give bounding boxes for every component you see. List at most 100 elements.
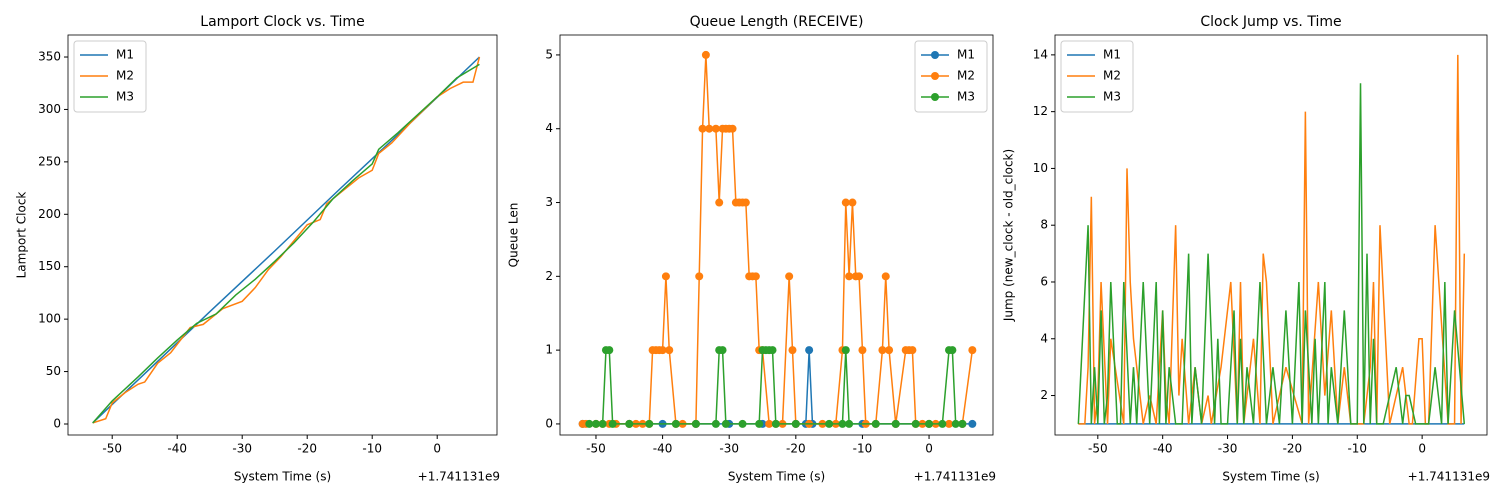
point	[768, 346, 777, 355]
x-tick-label: -40	[653, 442, 673, 456]
point	[661, 272, 670, 281]
x-tick-label: -10	[362, 442, 382, 456]
y-tick-label: 300	[38, 102, 61, 116]
point	[598, 419, 607, 428]
point	[841, 198, 850, 207]
x-tick-label: 0	[433, 442, 441, 456]
point	[738, 419, 747, 428]
y-tick-label: 14	[1033, 47, 1048, 61]
point	[658, 346, 667, 355]
x-axis-label: System Time (s)	[1222, 470, 1319, 484]
plot-area	[578, 50, 977, 428]
point	[741, 198, 750, 207]
legend-label: M3	[1103, 90, 1121, 104]
point	[948, 346, 957, 355]
legend-marker	[931, 93, 939, 101]
y-tick-label: 5	[545, 47, 553, 61]
y-axis-label: Lamport Clock	[15, 192, 29, 279]
series-line	[92, 63, 480, 424]
point	[848, 198, 857, 207]
point	[871, 419, 880, 428]
point	[721, 419, 730, 428]
x-offset-label: +1.741131e9	[1408, 470, 1490, 484]
point	[885, 346, 894, 355]
x-tick-label: 0	[925, 442, 933, 456]
legend: M1 M2 M3	[1060, 40, 1134, 113]
point	[715, 198, 724, 207]
x-tick-label: -40	[1153, 442, 1173, 456]
point	[878, 346, 887, 355]
point	[625, 419, 634, 428]
point	[718, 346, 727, 355]
subplot: Queue Length (RECEIVE) System Time (s) +1.…	[507, 14, 997, 484]
point	[968, 419, 977, 428]
y-tick-label: 150	[38, 259, 61, 273]
legend-label: M2	[1103, 69, 1121, 83]
y-tick-label: 2	[1040, 388, 1048, 402]
legend-label: M1	[957, 48, 975, 62]
y-tick-label: 250	[38, 154, 61, 168]
point	[841, 346, 850, 355]
point	[838, 419, 847, 428]
axes-frame	[67, 34, 498, 436]
legend-label: M2	[957, 69, 975, 83]
y-tick-label: 350	[38, 50, 61, 64]
x-tick-label: -20	[297, 442, 317, 456]
series-line	[589, 349, 963, 425]
point	[908, 346, 917, 355]
legend-marker	[931, 72, 939, 80]
x-tick-label: -20	[1283, 442, 1303, 456]
legend-marker	[931, 51, 939, 59]
point	[805, 346, 814, 355]
chart-title: Queue Length (RECEIVE)	[690, 14, 864, 30]
legend: M1 M2 M3	[73, 40, 147, 113]
y-tick-label: 0	[545, 416, 553, 430]
y-axis-label: Queue Len	[507, 203, 521, 268]
point	[711, 124, 720, 133]
point	[788, 346, 797, 355]
point	[891, 419, 900, 428]
x-offset-label: +1.741131e9	[914, 470, 996, 484]
y-tick-label: 10	[1033, 161, 1048, 175]
point	[858, 346, 867, 355]
point	[968, 346, 977, 355]
point	[751, 272, 760, 281]
point	[605, 346, 614, 355]
legend: M1 M2 M3	[914, 40, 988, 113]
point	[695, 272, 704, 281]
y-tick-label: 100	[38, 312, 61, 326]
point	[691, 419, 700, 428]
y-tick-label: 50	[46, 364, 61, 378]
x-tick-label: -30	[1218, 442, 1238, 456]
point	[855, 272, 864, 281]
y-tick-label: 1	[545, 343, 553, 357]
point	[585, 419, 594, 428]
point	[881, 272, 890, 281]
y-tick-label: 0	[53, 416, 61, 430]
legend-label: M1	[1103, 48, 1121, 62]
subplot: Clock Jump vs. Time System Time (s) +1.741…	[1002, 14, 1491, 484]
x-tick-label: -10	[1347, 442, 1367, 456]
x-tick-label: -40	[167, 442, 187, 456]
point	[791, 419, 800, 428]
y-tick-label: 4	[545, 121, 553, 135]
chart-title: Clock Jump vs. Time	[1200, 14, 1341, 30]
x-tick-label: -30	[232, 442, 252, 456]
x-tick-label: 0	[1418, 442, 1426, 456]
x-tick-label: -50	[102, 442, 122, 456]
x-tick-label: -50	[586, 442, 606, 456]
point	[608, 419, 617, 428]
point	[665, 346, 674, 355]
point	[958, 419, 967, 428]
y-tick-label: 12	[1033, 104, 1048, 118]
axes-frame	[559, 34, 994, 436]
x-axis-label: System Time (s)	[728, 470, 825, 484]
x-tick-label: -50	[1088, 442, 1108, 456]
y-tick-label: 3	[545, 195, 553, 209]
subplot: Lamport Clock vs. Time System Time (s) +1.…	[15, 14, 501, 484]
y-axis-label: Jump (new_clock - old_clock)	[1002, 149, 1016, 322]
point	[591, 419, 600, 428]
y-tick-label: 2	[545, 269, 553, 283]
x-tick-label: -20	[786, 442, 806, 456]
